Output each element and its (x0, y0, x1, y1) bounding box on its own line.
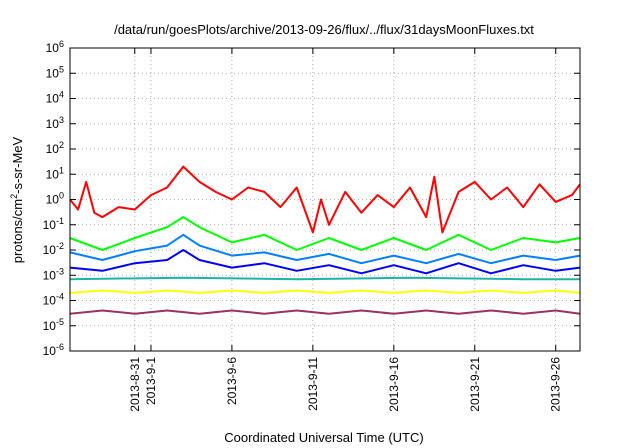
grid (70, 48, 580, 351)
y-axis: 10-6 10-5 10-4 10-3 10-2 10-1 100 101 102 103 104 1… (43, 39, 580, 358)
x-axis: 2013-8-31 2013-9-1 2013-9-6 2013-9-11 2013-9… (128, 48, 563, 412)
x-tick-label: 2013-9-21 (468, 357, 482, 412)
series-layer (69, 165, 581, 315)
y-tick-label: 10-5 (43, 317, 64, 333)
y-tick-label: 10-1 (43, 216, 64, 232)
chart-title: /data/run/goesPlots/archive/2013-09-26/f… (114, 22, 534, 37)
series-line-3 (69, 276, 580, 281)
series-line-6 (69, 249, 581, 275)
y-axis-label: protons/cm2-s-sr-MeV (9, 136, 25, 263)
y-tick-label: 10-6 (43, 342, 64, 358)
x-tick-label: 2013-9-6 (225, 357, 239, 405)
x-tick-label: 2013-8-31 (128, 357, 142, 412)
x-tick-label: 2013-9-16 (387, 357, 401, 412)
y-tick-label: 10-4 (43, 292, 64, 308)
x-tick-label: 2013-9-11 (306, 357, 320, 411)
series-line-2 (69, 289, 581, 294)
y-tick-label: 10-2 (43, 241, 64, 257)
y-tick-label: 102 (46, 140, 64, 156)
y-tick-label: 104 (46, 90, 64, 106)
y-tick-label: 106 (46, 39, 64, 55)
y-tick-label: 103 (46, 115, 64, 131)
series-line-5 (69, 233, 581, 265)
x-tick-label: 2013-9-26 (549, 357, 563, 412)
y-tick-label: 100 (46, 191, 64, 207)
y-tick-label: 10-3 (43, 266, 64, 282)
series-line-7 (69, 165, 581, 234)
x-tick-label: 2013-9-1 (144, 357, 158, 405)
x-axis-label: Coordinated Universal Time (UTC) (224, 430, 423, 445)
y-tick-label: 105 (46, 64, 64, 80)
series-line-1 (69, 309, 581, 315)
series-line-4 (69, 216, 581, 251)
y-tick-label: 101 (46, 165, 64, 181)
